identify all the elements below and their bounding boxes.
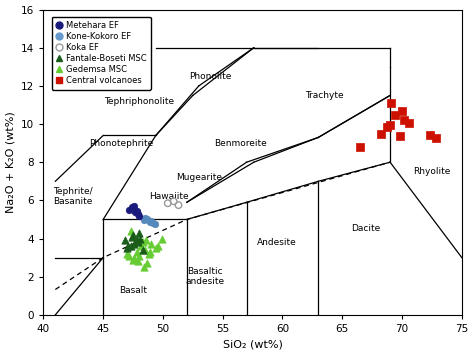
Point: [377, 131, 384, 136]
Point: [127, 243, 135, 249]
Point: [125, 243, 132, 249]
Point: [144, 217, 151, 222]
Text: Hawaiite: Hawaiite: [149, 192, 189, 201]
Point: [150, 220, 157, 226]
Point: [387, 100, 395, 106]
Point: [133, 208, 140, 214]
Point: [391, 112, 399, 118]
Point: [426, 133, 433, 138]
Point: [170, 198, 177, 204]
X-axis label: SiO₂ (wt%): SiO₂ (wt%): [223, 339, 283, 349]
Point: [126, 253, 133, 258]
Point: [137, 243, 145, 249]
Point: [127, 228, 135, 234]
Point: [132, 209, 139, 215]
Point: [135, 213, 143, 218]
Point: [135, 253, 143, 258]
Point: [144, 261, 151, 266]
Point: [133, 237, 140, 243]
Point: [175, 202, 182, 208]
Point: [164, 200, 172, 206]
Point: [133, 249, 140, 255]
Point: [432, 136, 439, 141]
Point: [158, 236, 165, 241]
Point: [135, 230, 143, 236]
Point: [128, 204, 136, 210]
Point: [126, 207, 133, 213]
Point: [130, 203, 138, 209]
Point: [123, 251, 131, 257]
Text: Tephrite/
Basanite: Tephrite/ Basanite: [54, 187, 93, 206]
Text: Trachyte: Trachyte: [305, 91, 344, 100]
Point: [130, 241, 138, 247]
Point: [140, 218, 147, 223]
Y-axis label: Na₂O + K₂O (wt%): Na₂O + K₂O (wt%): [6, 111, 16, 213]
Point: [398, 108, 406, 114]
Point: [147, 219, 155, 224]
Text: Andesite: Andesite: [256, 238, 296, 247]
Text: Benmoreite: Benmoreite: [214, 138, 267, 148]
Text: Dacite: Dacite: [352, 224, 381, 234]
Point: [130, 255, 138, 261]
Text: Mugearite: Mugearite: [176, 173, 222, 182]
Text: Basalt: Basalt: [119, 285, 147, 295]
Point: [128, 234, 136, 240]
Point: [155, 243, 162, 249]
Text: Basaltic
andesite: Basaltic andesite: [185, 267, 224, 286]
Point: [401, 118, 408, 123]
Point: [145, 251, 152, 257]
Point: [129, 257, 137, 262]
Text: Tephriphonolite: Tephriphonolite: [104, 97, 174, 106]
Point: [147, 241, 155, 247]
Point: [152, 245, 160, 251]
Point: [396, 133, 403, 139]
Point: [134, 258, 142, 264]
Point: [405, 120, 413, 126]
Point: [134, 240, 142, 245]
Point: [129, 232, 137, 237]
Point: [134, 211, 142, 217]
Text: Phonolite: Phonolite: [190, 72, 232, 81]
Point: [356, 144, 364, 150]
Point: [139, 240, 146, 245]
Point: [121, 237, 128, 243]
Point: [123, 245, 131, 251]
Point: [142, 237, 150, 243]
Text: Phonotephrite: Phonotephrite: [89, 138, 153, 148]
Point: [141, 215, 149, 220]
Point: [151, 222, 158, 227]
Point: [146, 249, 154, 255]
Point: [386, 122, 394, 128]
Point: [140, 264, 147, 270]
Point: [129, 205, 137, 211]
Point: [146, 219, 154, 225]
Point: [139, 247, 146, 253]
Text: Rhyolite: Rhyolite: [413, 167, 451, 176]
Point: [137, 236, 144, 241]
Point: [383, 124, 390, 130]
Point: [141, 247, 149, 253]
Legend: Metehara EF, Kone-Kokoro EF, Koka EF, Fantale-Boseti MSC, Gedemsa MSC, Central v: Metehara EF, Kone-Kokoro EF, Koka EF, Fa…: [52, 17, 151, 89]
